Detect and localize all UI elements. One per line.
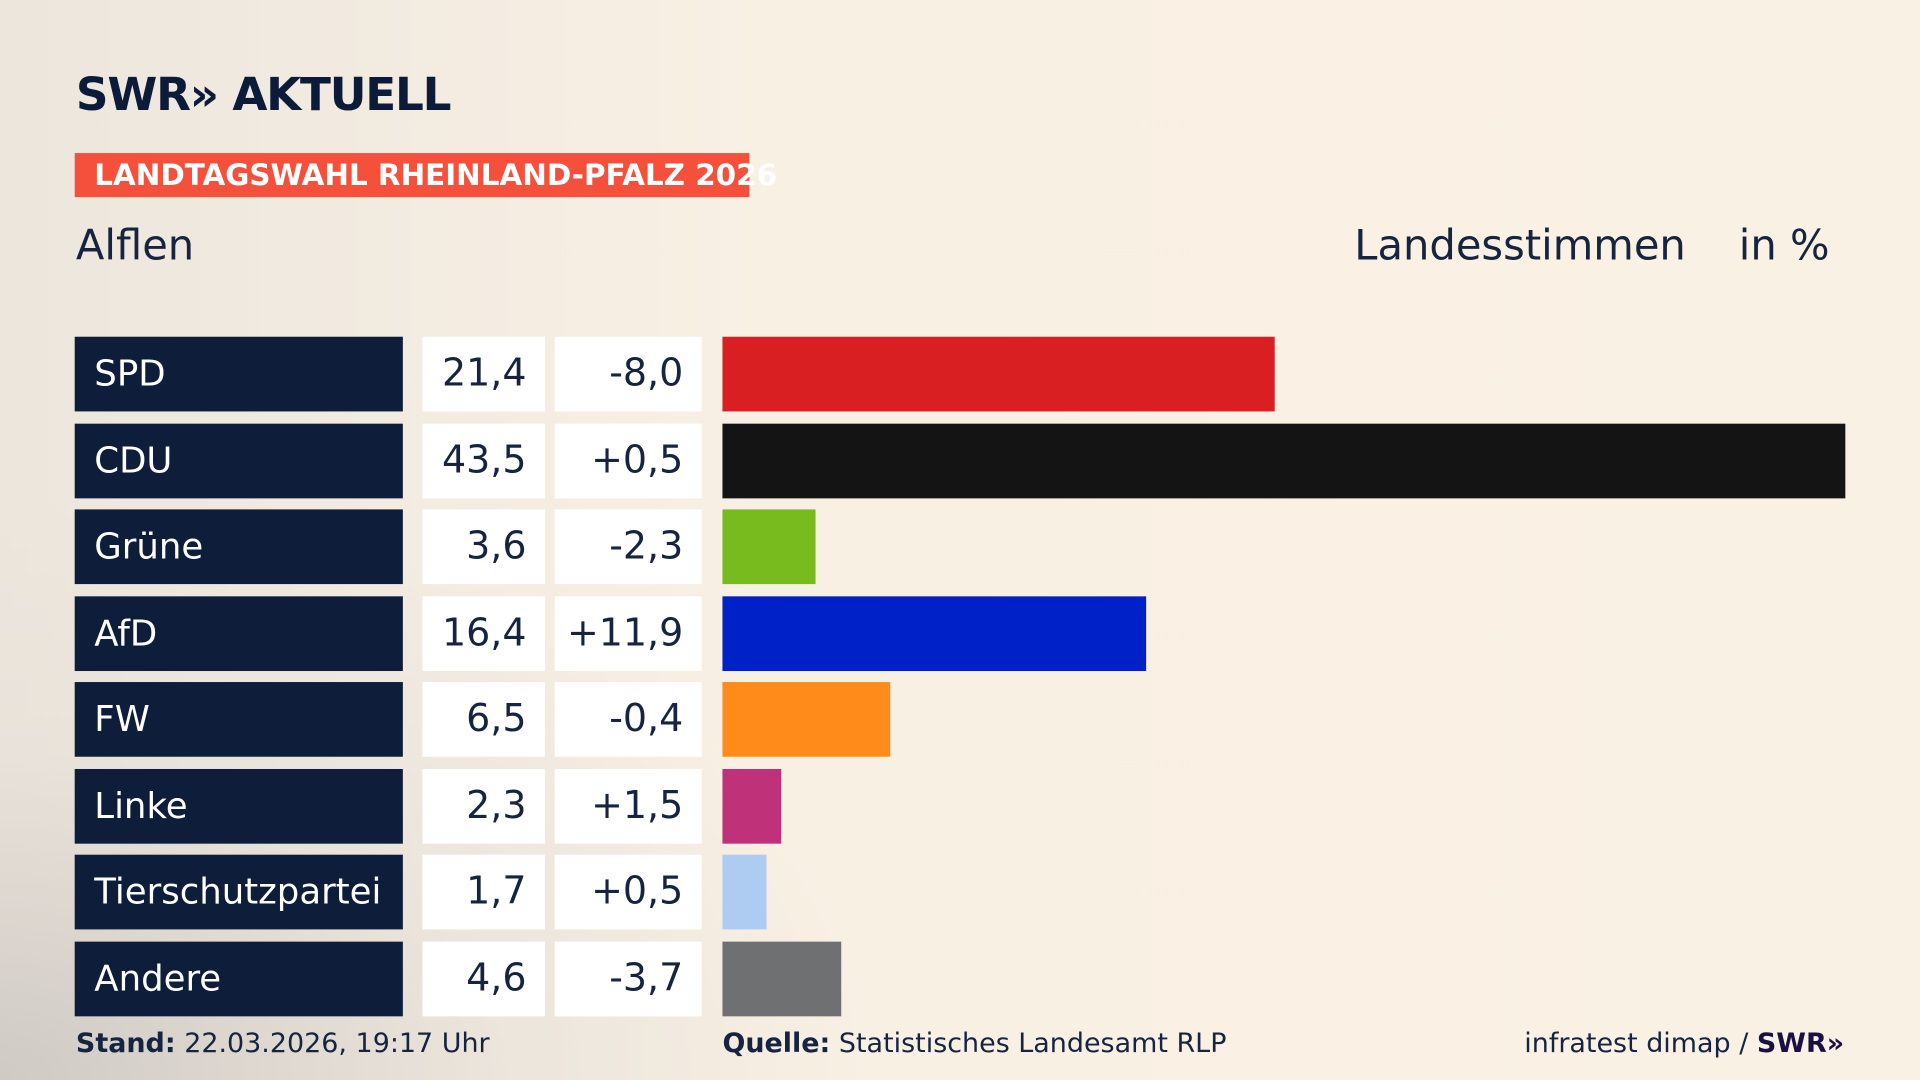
party-label: Tierschutzpartei xyxy=(74,854,403,930)
change-label: +0,5 xyxy=(554,854,702,930)
footer-credit: infratest dimap / SWR» xyxy=(1524,1029,1844,1060)
party-label: AfD xyxy=(74,595,403,671)
election-badge: LANDTAGSWAHL RHEINLAND-PFALZ 2026 xyxy=(74,153,777,198)
bar-cdu xyxy=(722,423,1846,498)
bar-fw xyxy=(722,682,891,757)
bar-afd xyxy=(722,595,1146,671)
bar-tierschutzpartei xyxy=(722,854,767,930)
change-label: -2,3 xyxy=(554,509,702,585)
party-label: Grüne xyxy=(74,509,403,585)
source-value: Statistisches Landesamt RLP xyxy=(838,1028,1227,1060)
value-label: 21,4 xyxy=(422,336,545,412)
change-label: -0,4 xyxy=(554,682,702,757)
value-label: 1,7 xyxy=(422,854,545,930)
party-label: CDU xyxy=(74,423,403,498)
change-label: +11,9 xyxy=(554,595,702,671)
bar-grüne xyxy=(722,509,816,585)
swr-aktuell-logo: SWR» AKTUELL xyxy=(75,68,452,122)
place-title: Alflen xyxy=(75,221,195,271)
value-label: 2,3 xyxy=(422,768,545,844)
vote-type-label: Landesstimmen xyxy=(1354,221,1686,271)
value-label: 4,6 xyxy=(422,941,545,1016)
footer-stand: Stand: 22.03.2026, 19:17 Uhr xyxy=(76,1029,490,1060)
change-label: +0,5 xyxy=(554,423,702,498)
party-label: Andere xyxy=(74,941,403,1016)
party-label: Linke xyxy=(74,768,403,844)
bar-linke xyxy=(722,768,782,844)
unit-label: in % xyxy=(1738,221,1830,271)
credit-text: infratest dimap / xyxy=(1524,1028,1757,1060)
stand-value: 22.03.2026, 19:17 Uhr xyxy=(184,1028,490,1060)
party-label: SPD xyxy=(74,336,403,412)
party-label: FW xyxy=(74,682,403,757)
value-label: 43,5 xyxy=(422,423,545,498)
bar-spd xyxy=(722,336,1275,412)
value-label: 3,6 xyxy=(422,509,545,585)
source-label: Quelle: xyxy=(722,1028,831,1060)
change-label: -8,0 xyxy=(554,336,702,412)
footer-source: Quelle: Statistisches Landesamt RLP xyxy=(722,1029,1226,1060)
stand-label: Stand: xyxy=(75,1028,176,1060)
value-label: 6,5 xyxy=(422,682,545,757)
bar-andere xyxy=(722,941,842,1016)
change-label: +1,5 xyxy=(554,768,702,844)
swr-small-logo: SWR» xyxy=(1756,1028,1845,1060)
change-label: -3,7 xyxy=(554,941,702,1016)
value-label: 16,4 xyxy=(422,595,545,671)
